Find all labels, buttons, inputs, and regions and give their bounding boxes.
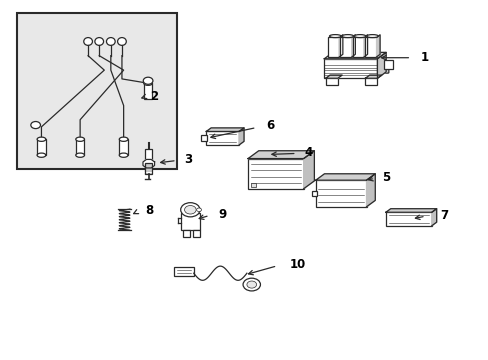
Polygon shape (206, 128, 244, 131)
Ellipse shape (95, 37, 103, 45)
Text: 5: 5 (382, 171, 390, 184)
Circle shape (143, 77, 153, 84)
Polygon shape (351, 35, 355, 57)
Bar (384, 60, 392, 68)
Polygon shape (325, 75, 342, 78)
Ellipse shape (76, 153, 84, 157)
Bar (311, 191, 316, 196)
Bar (17, 13, 177, 169)
Ellipse shape (119, 153, 128, 157)
Ellipse shape (106, 37, 115, 45)
Polygon shape (365, 75, 381, 78)
Bar (327, 37, 339, 57)
Circle shape (31, 122, 41, 129)
Bar (143, 83, 152, 99)
Text: 9: 9 (218, 208, 225, 221)
Text: 3: 3 (183, 153, 192, 166)
Polygon shape (239, 128, 244, 145)
Circle shape (196, 208, 201, 212)
Bar (385, 212, 431, 226)
Ellipse shape (117, 37, 126, 45)
Polygon shape (247, 151, 314, 158)
Bar (352, 37, 364, 57)
Ellipse shape (143, 81, 152, 85)
Ellipse shape (366, 35, 378, 37)
Text: 7: 7 (439, 209, 447, 222)
Ellipse shape (83, 37, 92, 45)
Bar (324, 59, 377, 78)
Circle shape (243, 278, 260, 291)
Polygon shape (303, 151, 314, 189)
Bar (192, 230, 199, 237)
Bar (364, 37, 376, 57)
Bar (76, 139, 84, 155)
Bar (206, 131, 239, 145)
Polygon shape (142, 159, 154, 168)
Polygon shape (431, 209, 436, 226)
Bar (180, 213, 200, 230)
Bar (119, 139, 128, 155)
Bar (145, 163, 152, 174)
Circle shape (180, 203, 200, 217)
Text: 6: 6 (265, 118, 274, 131)
Text: 1: 1 (420, 51, 428, 64)
Bar (37, 139, 46, 155)
Bar (315, 180, 366, 207)
Ellipse shape (76, 137, 84, 141)
Polygon shape (324, 53, 386, 59)
Polygon shape (364, 35, 367, 57)
Text: 4: 4 (305, 146, 312, 159)
Bar (340, 37, 351, 57)
Bar (250, 183, 255, 186)
Bar (325, 77, 337, 85)
Polygon shape (315, 174, 374, 180)
Circle shape (246, 281, 256, 288)
Polygon shape (377, 53, 386, 78)
Text: 10: 10 (289, 258, 305, 271)
FancyBboxPatch shape (376, 62, 388, 73)
Polygon shape (385, 209, 436, 212)
Ellipse shape (353, 35, 365, 37)
Polygon shape (376, 35, 379, 57)
Ellipse shape (119, 137, 128, 141)
Ellipse shape (329, 35, 341, 37)
Ellipse shape (37, 137, 46, 141)
Text: 8: 8 (145, 204, 153, 217)
Bar (174, 267, 193, 276)
Text: 2: 2 (150, 90, 158, 103)
Circle shape (184, 206, 196, 214)
Polygon shape (366, 174, 374, 207)
Polygon shape (339, 35, 342, 57)
Bar (247, 158, 303, 189)
Bar (145, 149, 152, 161)
Bar (201, 135, 207, 141)
Bar (183, 230, 189, 237)
Ellipse shape (37, 153, 46, 157)
Bar (365, 77, 377, 85)
Ellipse shape (341, 35, 353, 37)
